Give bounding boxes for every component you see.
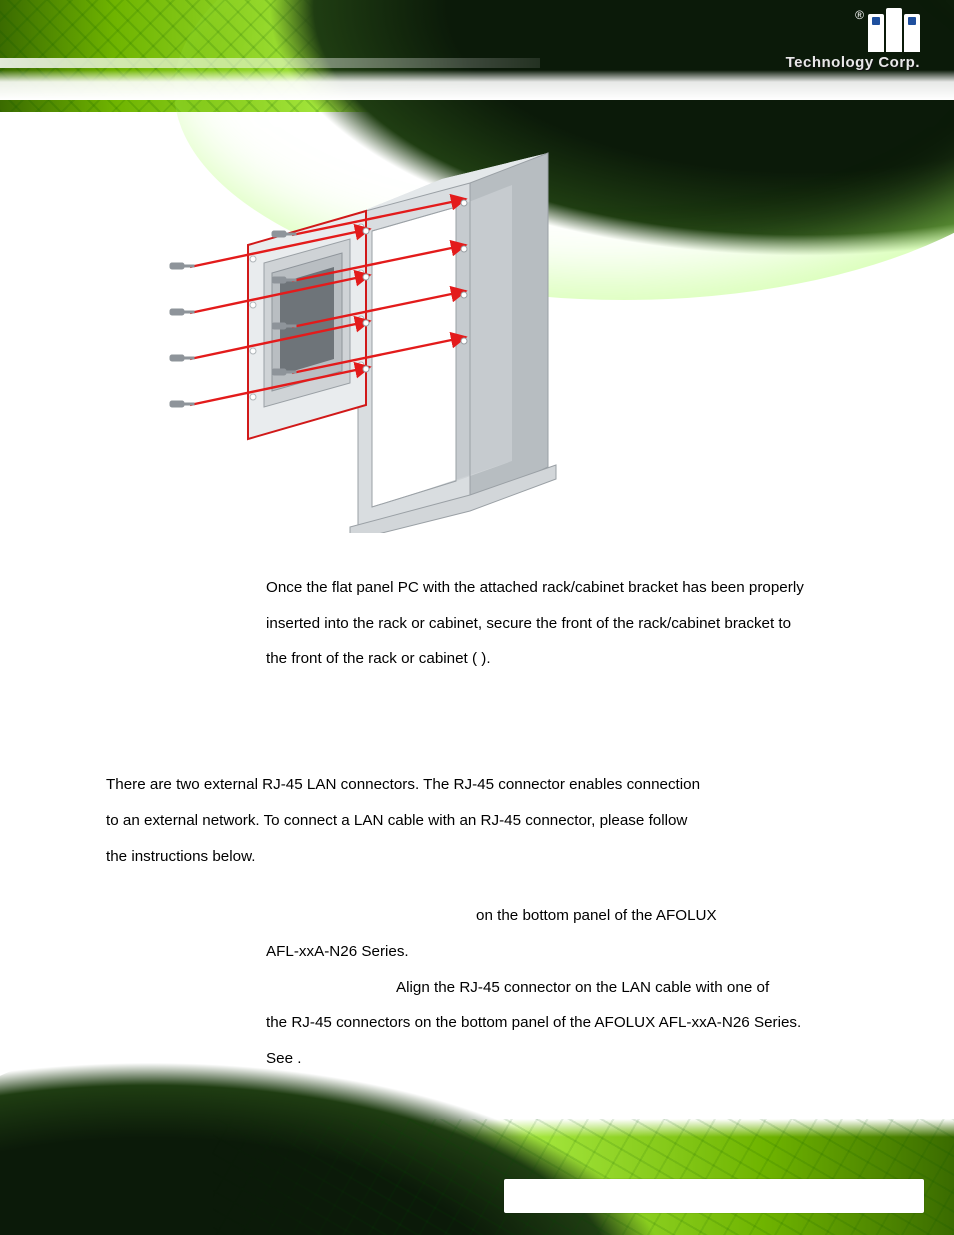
logo-dot [872, 17, 880, 25]
logo-dot [908, 17, 916, 25]
logo-pillar-1 [868, 14, 884, 52]
banner-fade-to-white [0, 70, 954, 100]
top-banner: ® Technology Corp. [0, 0, 954, 112]
brand-logo: ® [786, 8, 920, 52]
registered-mark: ® [855, 8, 864, 22]
section-gap [106, 677, 864, 767]
brand-tagline: Technology Corp. [786, 54, 920, 71]
step7-line1: Once the flat panel PC with the attached… [266, 570, 864, 606]
lan-intro-line1: There are two external RJ-45 LAN connect… [106, 767, 864, 803]
install-figure-svg [152, 145, 592, 533]
page-number-tab [504, 1179, 924, 1213]
page-root: ® Technology Corp. [0, 0, 954, 1235]
banner-gloss-stripe [0, 58, 540, 68]
step-7-text: Once the flat panel PC with the attached… [106, 570, 864, 677]
step7-line3: the front of the rack or cabinet ( ). [266, 641, 864, 677]
bottom-circuit-texture [0, 1119, 954, 1235]
lan-s2-line1: Align the RJ-45 connector on the LAN cab… [266, 970, 864, 1006]
brand-block: ® Technology Corp. [786, 8, 920, 71]
gap [106, 874, 864, 898]
install-figure [152, 145, 592, 533]
logo-pillar-3 [904, 14, 920, 52]
step7-line2: inserted into the rack or cabinet, secur… [266, 606, 864, 642]
lan-s1-line2: AFL-xxA-N26 Series. [266, 934, 864, 970]
bottom-banner [0, 1119, 954, 1235]
cabinet [350, 153, 556, 533]
lan-step-1: on the bottom panel of the AFOLUX AFL-xx… [106, 898, 864, 969]
lan-intro: There are two external RJ-45 LAN connect… [106, 767, 864, 874]
lan-intro-line3: the instructions below. [106, 839, 864, 875]
lan-intro-line2: to an external network. To connect a LAN… [106, 803, 864, 839]
body-text: Once the flat panel PC with the attached… [106, 570, 864, 1077]
logo-pillar-2 [886, 8, 902, 52]
lan-s1-line1: on the bottom panel of the AFOLUX [266, 898, 864, 934]
